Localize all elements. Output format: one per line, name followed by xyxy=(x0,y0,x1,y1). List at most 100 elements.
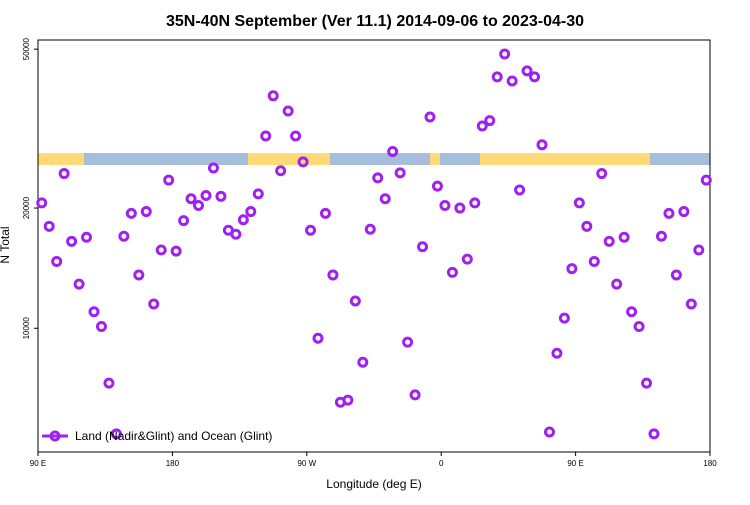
data-point xyxy=(314,334,322,342)
data-point xyxy=(695,246,703,254)
data-point xyxy=(680,208,688,216)
data-point xyxy=(105,379,113,387)
data-point xyxy=(68,237,76,245)
data-point xyxy=(172,247,180,255)
data-point xyxy=(232,230,240,238)
data-point xyxy=(262,132,270,140)
data-point xyxy=(620,233,628,241)
data-point xyxy=(180,217,188,225)
data-point xyxy=(277,167,285,175)
data-point xyxy=(471,199,479,207)
data-point xyxy=(702,176,710,184)
data-point xyxy=(628,308,636,316)
data-point xyxy=(531,73,539,81)
data-point xyxy=(292,132,300,140)
data-point xyxy=(45,222,53,230)
x-tick-label: 180 xyxy=(166,459,180,468)
data-point xyxy=(269,92,277,100)
data-point xyxy=(613,280,621,288)
data-point xyxy=(560,314,568,322)
x-tick-label: 180 xyxy=(703,459,717,468)
data-point xyxy=(83,233,91,241)
data-point xyxy=(523,67,531,75)
land-strip xyxy=(480,153,650,165)
data-point xyxy=(209,164,217,172)
data-point xyxy=(329,271,337,279)
data-point xyxy=(657,232,665,240)
data-point xyxy=(493,73,501,81)
data-point xyxy=(448,268,456,276)
data-point xyxy=(165,176,173,184)
data-point xyxy=(568,265,576,273)
chart: 35N-40N September (Ver 11.1) 2014-09-06 … xyxy=(0,0,750,500)
x-tick-label: 0 xyxy=(439,459,444,468)
data-point xyxy=(456,204,464,212)
data-point xyxy=(344,396,352,404)
data-point xyxy=(150,300,158,308)
data-point xyxy=(650,430,658,438)
y-tick-label: 20000 xyxy=(22,196,31,219)
y-tick-label: 50000 xyxy=(22,37,31,60)
x-tick-label: 90 E xyxy=(30,459,46,468)
data-point xyxy=(687,300,695,308)
data-point xyxy=(53,257,61,265)
data-point xyxy=(665,209,673,217)
data-point xyxy=(75,280,83,288)
data-point xyxy=(195,201,203,209)
data-point xyxy=(635,323,643,331)
chart-title: 35N-40N September (Ver 11.1) 2014-09-06 … xyxy=(166,13,584,30)
data-point xyxy=(583,222,591,230)
map-strip xyxy=(38,153,710,165)
data-point xyxy=(501,50,509,58)
data-point xyxy=(120,232,128,240)
data-point xyxy=(553,349,561,357)
data-point xyxy=(598,170,606,178)
data-point xyxy=(90,308,98,316)
data-point xyxy=(97,323,105,331)
data-point xyxy=(127,209,135,217)
data-point xyxy=(187,195,195,203)
data-point xyxy=(389,148,397,156)
x-tick-label: 90 W xyxy=(297,459,316,468)
land-strip xyxy=(248,153,330,165)
data-point xyxy=(135,271,143,279)
data-point xyxy=(605,237,613,245)
data-point xyxy=(433,182,441,190)
data-point xyxy=(463,255,471,263)
data-point xyxy=(38,199,46,207)
data-point xyxy=(441,201,449,209)
data-point xyxy=(590,257,598,265)
data-point xyxy=(396,169,404,177)
land-strip xyxy=(38,153,84,165)
data-point xyxy=(643,379,651,387)
data-point xyxy=(486,117,494,125)
data-point xyxy=(157,246,165,254)
data-point xyxy=(508,77,516,85)
y-axis-label: N Total xyxy=(0,226,12,263)
data-point xyxy=(202,192,210,200)
data-point xyxy=(247,208,255,216)
data-point xyxy=(419,243,427,251)
data-point xyxy=(381,195,389,203)
data-point xyxy=(351,297,359,305)
data-point xyxy=(217,192,225,200)
data-point xyxy=(142,208,150,216)
data-point xyxy=(411,391,419,399)
data-point xyxy=(575,199,583,207)
data-point xyxy=(60,170,68,178)
land-strip xyxy=(430,153,440,165)
data-point xyxy=(321,209,329,217)
x-tick-label: 90 E xyxy=(567,459,583,468)
y-tick-label: 10000 xyxy=(22,317,31,340)
legend-label: Land (Nadir&Glint) and Ocean (Glint) xyxy=(75,429,272,443)
x-axis-label: Longitude (deg E) xyxy=(326,477,421,491)
data-point xyxy=(374,174,382,182)
data-point xyxy=(366,225,374,233)
data-point xyxy=(307,226,315,234)
data-point xyxy=(239,216,247,224)
data-point xyxy=(672,271,680,279)
data-point xyxy=(359,358,367,366)
data-point xyxy=(254,190,262,198)
data-point xyxy=(545,428,553,436)
data-point xyxy=(284,107,292,115)
